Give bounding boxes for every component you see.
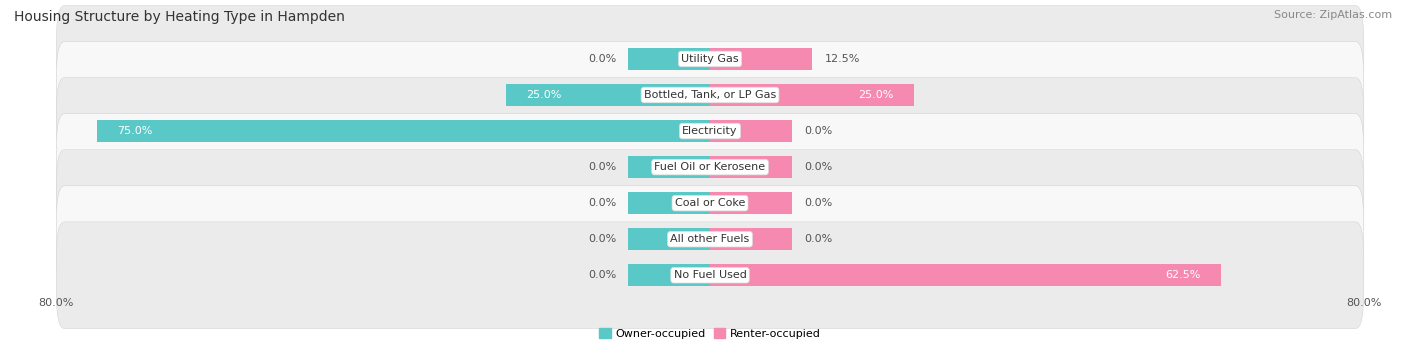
Text: 0.0%: 0.0%: [804, 162, 832, 172]
Text: 25.0%: 25.0%: [859, 90, 894, 100]
Bar: [710, 192, 792, 214]
Bar: [710, 84, 914, 106]
Legend: Owner-occupied, Renter-occupied: Owner-occupied, Renter-occupied: [595, 324, 825, 341]
Bar: [97, 120, 710, 142]
Text: Bottled, Tank, or LP Gas: Bottled, Tank, or LP Gas: [644, 90, 776, 100]
Bar: [628, 156, 710, 178]
FancyBboxPatch shape: [56, 150, 1364, 256]
FancyBboxPatch shape: [56, 42, 1364, 148]
Text: No Fuel Used: No Fuel Used: [673, 270, 747, 280]
Text: All other Fuels: All other Fuels: [671, 234, 749, 244]
Text: 0.0%: 0.0%: [588, 54, 616, 64]
Bar: [710, 264, 1220, 286]
Bar: [628, 264, 710, 286]
Text: Housing Structure by Heating Type in Hampden: Housing Structure by Heating Type in Ham…: [14, 10, 344, 24]
Bar: [628, 192, 710, 214]
Text: 25.0%: 25.0%: [526, 90, 561, 100]
Text: 0.0%: 0.0%: [804, 198, 832, 208]
Text: 0.0%: 0.0%: [804, 234, 832, 244]
Text: 0.0%: 0.0%: [588, 234, 616, 244]
Text: Electricity: Electricity: [682, 126, 738, 136]
FancyBboxPatch shape: [56, 5, 1364, 112]
FancyBboxPatch shape: [56, 78, 1364, 184]
Bar: [506, 84, 710, 106]
Text: Utility Gas: Utility Gas: [682, 54, 738, 64]
Text: Source: ZipAtlas.com: Source: ZipAtlas.com: [1274, 10, 1392, 20]
Text: 0.0%: 0.0%: [588, 198, 616, 208]
Text: 75.0%: 75.0%: [118, 126, 153, 136]
FancyBboxPatch shape: [56, 114, 1364, 220]
Text: 12.5%: 12.5%: [824, 54, 860, 64]
Text: Fuel Oil or Kerosene: Fuel Oil or Kerosene: [654, 162, 766, 172]
Bar: [710, 120, 792, 142]
Bar: [628, 228, 710, 250]
Text: 0.0%: 0.0%: [804, 126, 832, 136]
Bar: [628, 48, 710, 70]
Bar: [710, 228, 792, 250]
Bar: [710, 156, 792, 178]
Bar: [710, 48, 813, 70]
Text: 0.0%: 0.0%: [588, 270, 616, 280]
FancyBboxPatch shape: [56, 222, 1364, 329]
Text: Coal or Coke: Coal or Coke: [675, 198, 745, 208]
Text: 62.5%: 62.5%: [1166, 270, 1201, 280]
Text: 0.0%: 0.0%: [588, 162, 616, 172]
FancyBboxPatch shape: [56, 186, 1364, 293]
